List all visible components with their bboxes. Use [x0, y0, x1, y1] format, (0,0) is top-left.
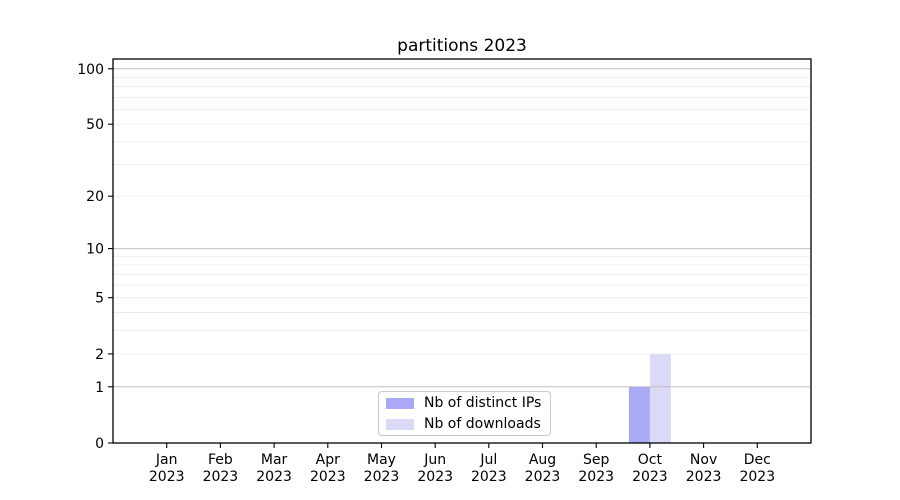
- legend-label: Nb of distinct IPs: [424, 394, 542, 411]
- legend-item: Nb of distinct IPs: [386, 393, 542, 414]
- x-tick-label-year: 2023: [686, 469, 722, 485]
- plot-border: [112, 58, 812, 444]
- x-tick-label-year: 2023: [632, 469, 668, 485]
- legend-label: Nb of downloads: [424, 415, 541, 432]
- x-tick-label-year: 2023: [739, 469, 775, 485]
- y-tick-label: 10: [86, 242, 104, 258]
- legend-swatch-series0: [386, 397, 414, 409]
- x-tick-label-month: Jun: [423, 452, 446, 468]
- x-tick-label-year: 2023: [149, 469, 185, 485]
- x-tick-label-year: 2023: [364, 469, 400, 485]
- x-tick-label-month: Apr: [316, 452, 340, 468]
- bars-layer: [628, 353, 671, 443]
- x-tick-label-year: 2023: [471, 469, 507, 485]
- x-tick-label-month: Mar: [261, 452, 288, 468]
- y-tick-label: 20: [86, 189, 104, 205]
- x-tick-label-year: 2023: [525, 469, 561, 485]
- x-tick-label-month: Feb: [208, 452, 233, 468]
- x-tick-label-month: Dec: [744, 452, 771, 468]
- x-tick-label-year: 2023: [417, 469, 453, 485]
- axis-layer: 0125102050100Jan2023Feb2023Mar2023Apr202…: [77, 62, 775, 485]
- y-tick-label: 2: [95, 347, 104, 363]
- legend-item: Nb of downloads: [386, 414, 542, 435]
- bar-series1-month9: [649, 353, 671, 443]
- y-tick-label: 1: [95, 380, 104, 396]
- x-tick-label-month: Sep: [583, 452, 610, 468]
- x-tick-label-month: Aug: [529, 452, 556, 468]
- x-tick-label-month: Oct: [638, 452, 663, 468]
- legend: Nb of distinct IPs Nb of downloads: [378, 391, 551, 436]
- grid-layer: [113, 68, 811, 388]
- x-tick-label-year: 2023: [203, 469, 239, 485]
- x-tick-label-year: 2023: [256, 469, 292, 485]
- x-tick-label-year: 2023: [578, 469, 614, 485]
- y-tick-label: 5: [95, 291, 104, 307]
- x-tick-label-month: May: [367, 452, 396, 468]
- x-tick-label-month: Jul: [479, 452, 497, 468]
- x-tick-label-month: Nov: [690, 452, 717, 468]
- x-tick-label-year: 2023: [310, 469, 346, 485]
- y-tick-label: 100: [77, 62, 104, 78]
- y-tick-label: 50: [86, 117, 104, 133]
- legend-swatch-series1: [386, 418, 414, 430]
- chart-title: partitions 2023: [397, 36, 527, 56]
- bar-series0-month9: [628, 386, 650, 443]
- x-tick-label-month: Jan: [155, 452, 178, 468]
- y-tick-label: 0: [95, 436, 104, 452]
